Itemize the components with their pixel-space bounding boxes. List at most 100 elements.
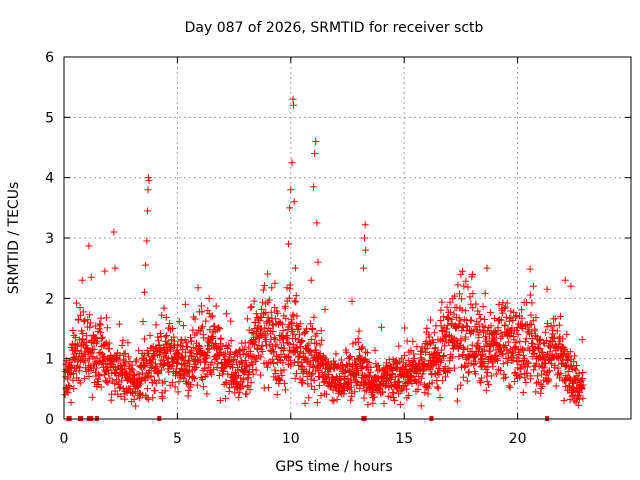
data-point: [305, 340, 313, 348]
data-point: [200, 334, 208, 342]
data-point: [242, 366, 250, 374]
data-point: [168, 362, 176, 370]
data-point: [399, 364, 407, 372]
data-point: [575, 370, 583, 378]
data-point: [405, 392, 413, 400]
data-point: [478, 355, 486, 363]
data-point: [497, 366, 505, 374]
data-point: [577, 376, 585, 384]
data-point: [464, 283, 472, 291]
data-point: [160, 360, 168, 368]
data-point: [153, 369, 161, 377]
data-point: [121, 395, 129, 403]
data-point-spike: [144, 186, 152, 194]
data-point: [146, 367, 154, 375]
data-point: [459, 373, 467, 381]
data-point-spike: [289, 95, 297, 103]
data-point: [400, 352, 408, 360]
data-point: [154, 333, 162, 341]
data-point: [275, 376, 283, 384]
data-point: [362, 348, 370, 356]
data-point: [542, 337, 550, 345]
data-point: [512, 371, 520, 379]
data-point: [441, 333, 449, 341]
data-point: [197, 373, 205, 381]
data-point: [559, 335, 567, 343]
data-point-spike: [291, 264, 299, 272]
data-point: [321, 305, 329, 313]
data-point: [482, 386, 490, 394]
data-point: [208, 370, 216, 378]
data-point: [221, 349, 229, 357]
y-tick-label: 4: [45, 171, 54, 187]
data-point: [435, 371, 443, 379]
data-point: [414, 385, 422, 393]
data-point: [374, 361, 382, 369]
y-axis-title: SRMTID / TECUs: [6, 182, 22, 295]
data-point: [456, 290, 464, 298]
data-point: [265, 384, 273, 392]
data-point: [177, 373, 185, 381]
data-point: [205, 345, 213, 353]
data-point: [119, 336, 127, 344]
data-point: [187, 381, 195, 389]
data-point: [424, 384, 432, 392]
data-point-spike: [271, 279, 279, 287]
data-point-spike: [287, 186, 295, 194]
data-point: [517, 306, 525, 314]
data-point-spike: [361, 234, 369, 242]
y-tick-label: 2: [45, 291, 54, 307]
data-point: [86, 323, 94, 331]
data-point: [309, 326, 317, 334]
data-point: [392, 373, 400, 381]
data-point: [379, 388, 387, 396]
data-point: [227, 337, 235, 345]
data-point: [347, 383, 355, 391]
data-point: [310, 385, 318, 393]
data-point: [250, 297, 258, 305]
data-point: [472, 370, 480, 378]
data-point-spike: [361, 221, 369, 229]
data-point: [203, 390, 211, 398]
data-point: [504, 338, 512, 346]
data-point: [307, 382, 315, 390]
data-point: [392, 356, 400, 364]
data-point: [158, 311, 166, 319]
data-point: [185, 386, 193, 394]
data-point: [74, 341, 82, 349]
data-point: [443, 314, 451, 322]
data-point: [476, 326, 484, 334]
data-point: [453, 397, 461, 405]
data-point: [552, 382, 560, 390]
data-point: [110, 379, 118, 387]
data-point: [480, 329, 488, 337]
data-point: [165, 368, 173, 376]
data-point: [521, 374, 529, 382]
data-point: [163, 331, 171, 339]
data-point: [433, 377, 441, 385]
data-point: [536, 335, 544, 343]
data-point: [210, 365, 218, 373]
data-point: [319, 352, 327, 360]
data-point: [421, 362, 429, 370]
data-point-spike: [567, 282, 575, 290]
data-point: [480, 346, 488, 354]
data-point: [545, 367, 553, 375]
data-point: [434, 369, 442, 377]
x-tick-label: 10: [282, 431, 300, 447]
data-point: [475, 320, 483, 328]
data-point: [137, 375, 145, 383]
data-point: [478, 374, 486, 382]
data-point: [478, 358, 486, 366]
data-point: [570, 358, 578, 366]
data-point: [481, 289, 489, 297]
data-point: [398, 387, 406, 395]
y-tick-label: 6: [45, 50, 54, 66]
data-point: [355, 338, 363, 346]
data-point: [295, 325, 303, 333]
data-point: [457, 381, 465, 389]
data-point: [85, 363, 93, 371]
data-point: [180, 322, 188, 330]
data-point: [97, 328, 105, 336]
data-point: [139, 317, 147, 325]
